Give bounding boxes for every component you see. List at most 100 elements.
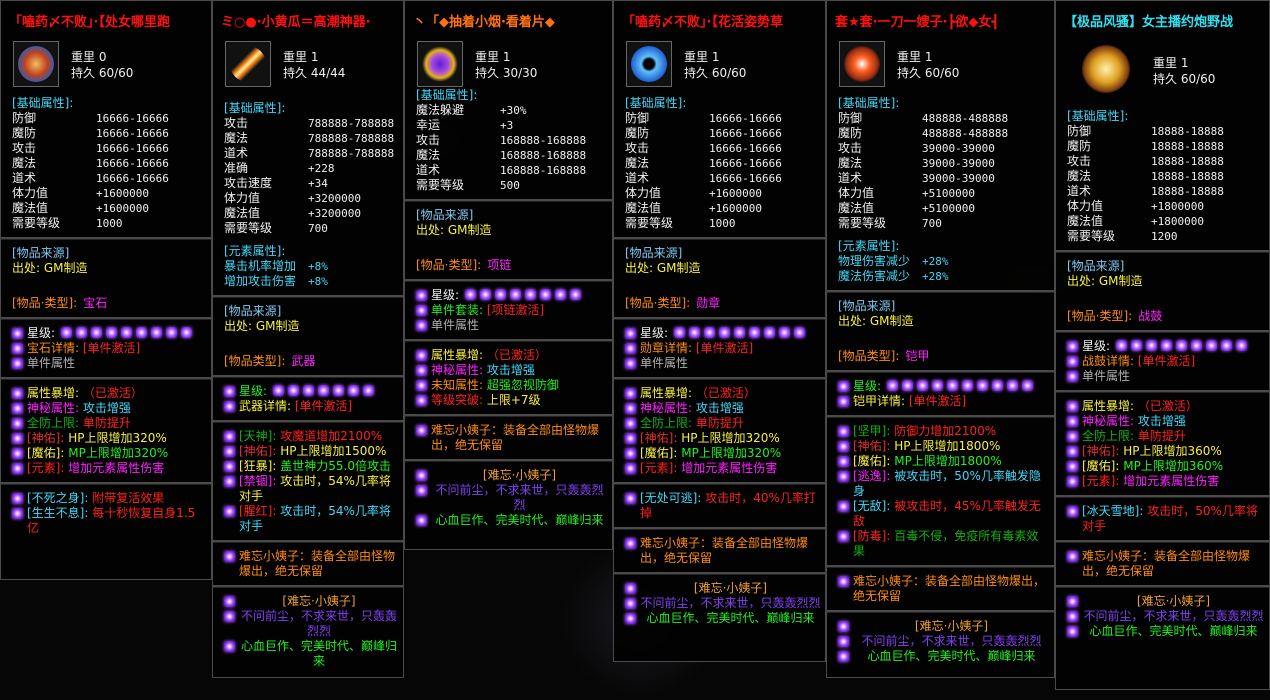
attrs-section: [基础属性]: 魔法躲避 +30% 幸运 +3 攻击 168888-168888 魔法 1688… <box>405 88 612 193</box>
attribute-row: 防御 16666-16666 <box>625 111 821 126</box>
motto-line: 不问前尘，不求来世，只轰轰烈烈 <box>224 609 399 639</box>
item-tooltip-panel: 「嗑药〆不败」·【处女哪里跑 重里 0 持久 60/60 [基础属性]: 防御 16666… <box>0 0 212 580</box>
source-section: [物品来源] 出处: GM制造 [物品类型]: 武器 <box>213 304 403 369</box>
property-text: HP上限增加360% <box>1119 444 1222 458</box>
bullet-gem-icon <box>416 380 427 391</box>
tooltip-body: [基础属性]: 攻击 788888-788888 魔法 788888-788888 道术 7… <box>213 1 403 677</box>
property-content: 神秘属性: 攻击增强 <box>640 401 821 416</box>
property-text: 神秘属性: <box>1082 414 1135 428</box>
property-text: [腥红]: <box>239 504 277 518</box>
item-weight-durability: 重里 1 持久 30/30 <box>475 49 537 81</box>
attribute-row: 魔法 16666-16666 <box>625 156 821 171</box>
item-source-label: [物品来源] <box>838 299 896 313</box>
attribute-value: +8% <box>308 260 328 273</box>
bullet-gem-icon <box>1067 356 1078 367</box>
bullet-gem-icon <box>625 403 636 414</box>
attribute-row: 魔法 18888-18888 <box>1067 169 1265 184</box>
property-text: 属性暴增: <box>431 348 484 362</box>
bullet-gem-icon <box>1067 431 1078 442</box>
attribute-row: 魔防 16666-16666 <box>625 126 821 141</box>
attribute-row: 魔法值 +1600000 <box>12 201 207 216</box>
property-content: 难忘小姨子：装备全部由怪物爆出，绝无保留 <box>1082 549 1265 579</box>
property-content: 单件属性 <box>1082 369 1265 384</box>
motto-text: 心血巨作、完美时代、巅峰归来 <box>646 611 815 625</box>
star-icon <box>136 327 148 338</box>
motto-line: 心血巨作、完美时代、巅峰归来 <box>838 649 1050 664</box>
attribute-row: 攻击 788888-788888 <box>224 116 399 131</box>
bullets-section: 星级: 铠甲详情: [单件激活] <box>827 379 1054 409</box>
section-divider <box>1056 390 1269 393</box>
bullet-gem-icon <box>224 506 235 517</box>
property-content: 难忘小姨子：装备全部由怪物爆出，绝无保留 <box>853 574 1050 604</box>
item-type: [物品类型]: 铠甲 <box>838 349 1050 364</box>
property-text: 每十秒恢复自身1.5亿 <box>27 506 196 535</box>
property-text: 单件属性 <box>27 356 76 370</box>
star-icon <box>977 380 989 391</box>
durability-value: 60/60 <box>1180 72 1216 86</box>
star-level-row: 星级: <box>224 384 399 399</box>
star-icon <box>917 380 929 391</box>
attribute-value: +8% <box>308 275 328 288</box>
bullet-gem-icon <box>838 381 849 392</box>
durability-label: 持久 <box>897 66 922 80</box>
attribute-value: 488888-488888 <box>922 112 1009 125</box>
attribute-value: 1000 <box>96 217 123 230</box>
property-line: 难忘小姨子：装备全部由怪物爆出，绝无保留 <box>224 549 399 579</box>
attribute-row: 攻击 39000-39000 <box>838 141 1050 156</box>
bullets-section: 难忘小姨子：装备全部由怪物爆出，绝无保留 <box>1056 549 1269 579</box>
property-content: 宝石详情: [单件激活] <box>27 341 207 356</box>
attribute-name: 体力值 <box>838 186 875 200</box>
motto-text: 不问前尘，不求来世，只轰轰烈烈 <box>435 483 604 512</box>
bullet-gem-icon <box>838 621 849 632</box>
section-divider <box>405 459 612 462</box>
property-text: [冰天雪地]: <box>1082 504 1144 518</box>
bullet-gem-icon <box>625 448 636 459</box>
item-source-label: [物品来源] <box>625 246 683 260</box>
attribute-value: 168888-168888 <box>500 149 587 162</box>
property-text: 神秘属性: <box>431 363 484 377</box>
source-section: [物品来源] 出处: GM制造 [物品·类型]: 项链 <box>405 208 612 273</box>
star-icon <box>1191 340 1203 351</box>
attribute-row: 魔法 16666-16666 <box>12 156 207 171</box>
tooltip-body: [基础属性]: 防御 488888-488888 魔防 488888-488888 攻击 3… <box>827 1 1054 672</box>
property-text: （已激活） <box>483 348 547 362</box>
section-divider <box>827 565 1054 568</box>
property-content: [魔佑]: MP上限增加320% <box>27 446 207 461</box>
attrs-section: [基础属性]: 防御 488888-488888 魔防 488888-488888 攻击 3… <box>827 96 1054 284</box>
bullet-gem-icon <box>1067 626 1078 637</box>
attribute-name: 物理伤害减少 <box>838 254 911 268</box>
star-icon <box>273 385 285 396</box>
bullet-gem-icon <box>12 463 23 474</box>
property-line: [无处可逃]: 攻击时，40%几率打掉 <box>625 491 821 521</box>
property-line: [神佑]: HP上限增加320% <box>12 431 207 446</box>
section-divider <box>213 585 403 588</box>
property-line: [冰天雪地]: 攻击时，50%几率将对手 <box>1067 504 1265 534</box>
attribute-name: 体力值 <box>1067 199 1104 213</box>
star-icon <box>1236 340 1248 351</box>
motto-section: [难忘·小姨子] 不问前尘，不求来世，只轰轰烈烈 心血巨作、完美时代、巅峰归来 <box>213 594 403 669</box>
attribute-value: +28% <box>922 270 949 283</box>
attribute-value: 16666-16666 <box>709 127 782 140</box>
property-line: [元素]: 增加元素属性伤害 <box>1067 474 1265 489</box>
property-text: 单件属性 <box>640 356 689 370</box>
attribute-row: 魔法 39000-39000 <box>838 156 1050 171</box>
bullet-gem-icon <box>1067 341 1078 352</box>
motto-line: 不问前尘，不求来世，只轰轰烈烈 <box>416 483 608 513</box>
attribute-row: 道术 168888-168888 <box>416 163 608 178</box>
bullet-gem-icon <box>838 636 849 647</box>
property-line: 未知属性: 超强忽视防御 <box>416 378 608 393</box>
attribute-row: 幸运 +3 <box>416 118 608 133</box>
property-line: 等级突破: 上限+7级 <box>416 393 608 408</box>
property-line: 武器详情: [单件激活] <box>224 399 399 414</box>
item-image <box>230 46 266 82</box>
element-attribute-row: 魔法伤害减少 +28% <box>838 269 1050 284</box>
property-content: [不死之身]: 附带复活效果 <box>27 491 207 506</box>
property-text: [单件激活] <box>1134 354 1196 368</box>
section-divider <box>405 414 612 417</box>
weight-line: 重里 1 <box>1153 55 1215 71</box>
property-text: 攻击时，54%几率将对手 <box>239 474 391 503</box>
attribute-name: 魔防 <box>625 126 650 140</box>
bullet-gem-icon <box>12 448 23 459</box>
property-content: 星级: <box>640 326 821 341</box>
bullet-gem-icon <box>838 651 849 662</box>
